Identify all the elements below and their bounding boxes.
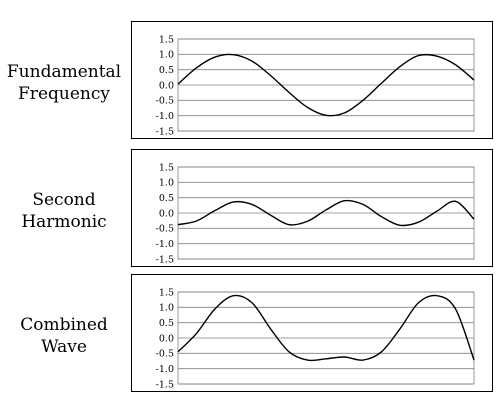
chart-panel-2: 1.5 1.0 0.5 0.0 -0.5 -1.0 -1.5 [131,149,493,267]
plot-area [177,166,475,260]
chart-svg: 1.5 1.0 0.5 0.0 -0.5 -1.0 -1.5 [156,34,475,137]
y-tick-label: 1.0 [159,50,174,61]
y-tick-label: 0.5 [159,193,174,204]
y-tick-label: 0.0 [159,333,174,344]
chart-svg: 1.5 1.0 0.5 0.0 -0.5 -1.0 -1.5 [156,162,475,265]
row-label-1: Fundamental Frequency [0,61,128,105]
series-line [177,294,475,362]
y-tick-label: -1.5 [156,254,174,265]
y-tick-label: -1.0 [156,111,174,122]
row-label-line: Frequency [18,84,110,104]
chart-panel-1: 1.5 1.0 0.5 0.0 -0.5 -1.0 -1.5 [131,21,493,139]
y-tick-label: 1.5 [159,34,174,45]
y-tick-label: 1.0 [159,178,174,189]
chart-svg: 1.5 1.0 0.5 0.0 -0.5 -1.0 -1.5 [156,287,475,390]
y-tick-label: -1.5 [156,126,174,137]
y-tick-label: -1.0 [156,239,174,250]
plot-area [177,38,475,132]
series-line [177,53,475,117]
y-tick-label: 0.5 [159,65,174,76]
y-tick-label: 1.0 [159,303,174,314]
y-tick-label: 0.0 [159,80,174,91]
y-tick-label: -0.5 [156,349,174,360]
row-label-3: Combined Wave [0,314,128,358]
y-tick-label: -0.5 [156,96,174,107]
plot-area [177,291,475,385]
row-label-line: Combined [20,315,108,335]
y-tick-label: 1.5 [159,287,174,298]
row-label-2: Second Harmonic [0,189,128,233]
row-label-line: Second [32,190,96,210]
y-tick-label: -1.5 [156,379,174,390]
y-tick-label: -0.5 [156,224,174,235]
series-line [177,199,475,227]
chart-panel-3: 1.5 1.0 0.5 0.0 -0.5 -1.0 -1.5 [131,274,493,392]
y-tick-label: 1.5 [159,162,174,173]
y-tick-label: 0.5 [159,318,174,329]
row-label-line: Harmonic [21,212,107,232]
y-tick-label: -1.0 [156,364,174,375]
y-tick-label: 0.0 [159,208,174,219]
row-label-line: Fundamental [6,62,122,82]
row-label-line: Wave [41,337,87,357]
